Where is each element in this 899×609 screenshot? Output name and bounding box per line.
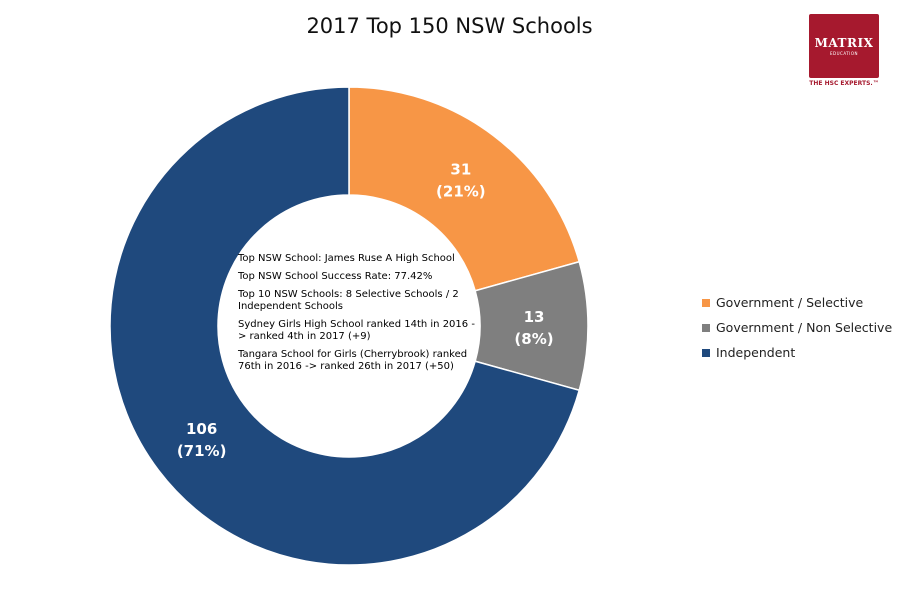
slice-percent-label: (71%) [177,442,227,460]
slice-value-label: 31 [450,161,471,179]
legend: Government / Selective Government / Non … [702,290,892,365]
legend-item-independent: Independent [702,340,892,365]
logo-tagline: THE HSC EXPERTS.™ [809,80,879,87]
logo-word: MATRIX [814,36,874,50]
center-note: Tangara School for Girls (Cherrybrook) r… [238,349,468,372]
center-note: Top NSW School Success Rate: 77.42% [238,271,433,282]
center-note: Top 10 NSW Schools: 8 Selective Schools … [238,289,459,312]
donut-slices [109,86,589,566]
slice-labels: 31 (21%) 13 (8%) 106 (71%) [177,161,554,460]
legend-item-government-non-selective: Government / Non Selective [702,315,892,340]
legend-label: Independent [716,345,796,360]
donut-slice-government-selective [348,86,581,292]
legend-swatch [702,298,710,307]
logo-sub: EDUCATION [829,51,859,56]
slice-value-label: 13 [524,308,545,326]
donut-slice-independent [109,86,581,566]
slice-percent-label: (21%) [436,183,486,201]
matrix-logo: MATRIX EDUCATION THE HSC EXPERTS.™ [809,14,879,87]
center-note: Sydney Girls High School ranked 14th in … [238,319,475,342]
legend-swatch [702,323,710,332]
chart-title: 2017 Top 150 NSW Schools [306,14,593,38]
legend-swatch [702,348,710,357]
legend-label: Government / Non Selective [716,320,893,335]
slice-value-label: 106 [186,420,217,438]
slice-percent-label: (8%) [514,330,553,348]
center-notes: Top NSW School: James Ruse A High School… [238,253,476,379]
legend-item-government-selective: Government / Selective [702,290,892,315]
center-note: Top NSW School: James Ruse A High School [238,253,455,264]
legend-label: Government / Selective [716,295,864,310]
logo-box: MATRIX EDUCATION [809,14,879,78]
